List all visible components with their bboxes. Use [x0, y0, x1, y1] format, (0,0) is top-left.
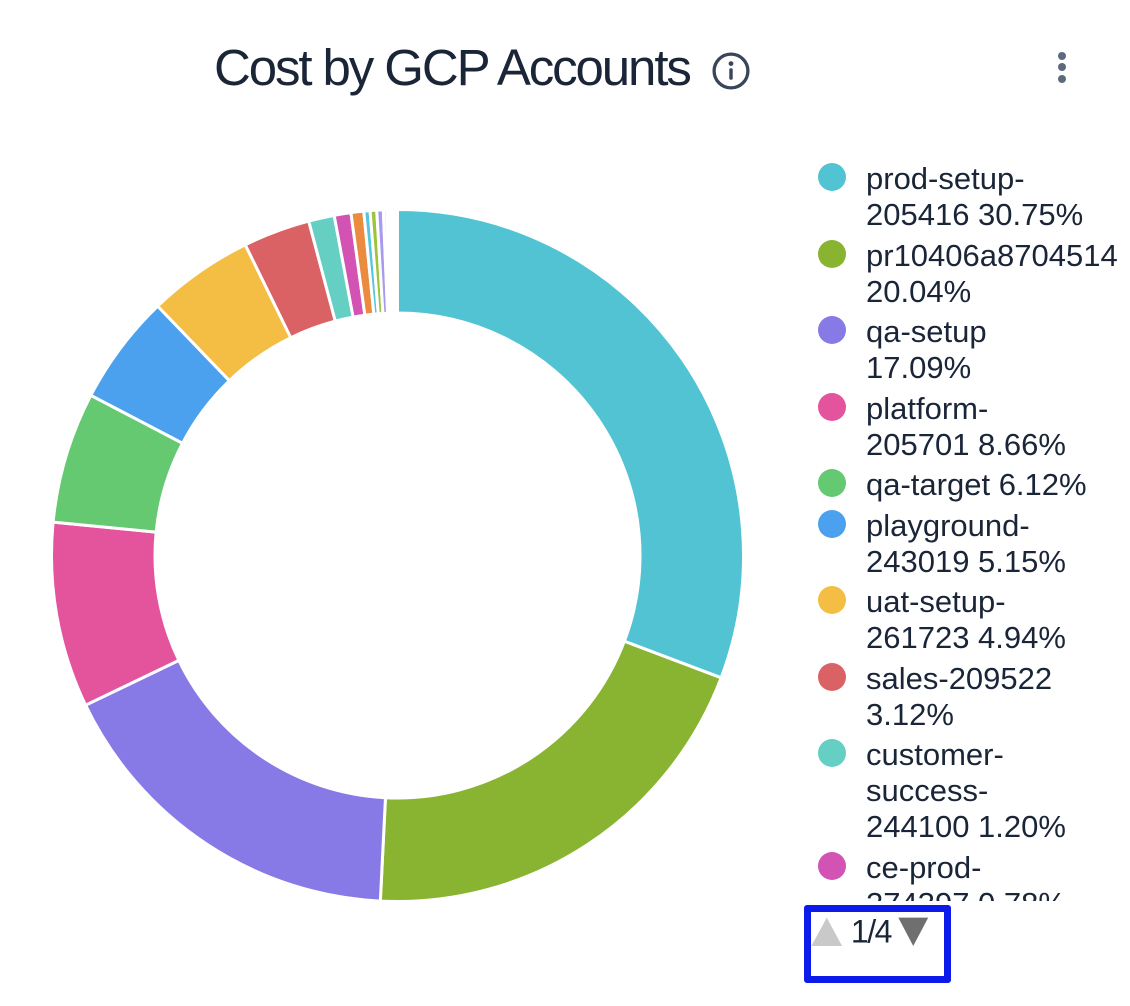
svg-text:1/4: 1/4: [851, 913, 892, 949]
